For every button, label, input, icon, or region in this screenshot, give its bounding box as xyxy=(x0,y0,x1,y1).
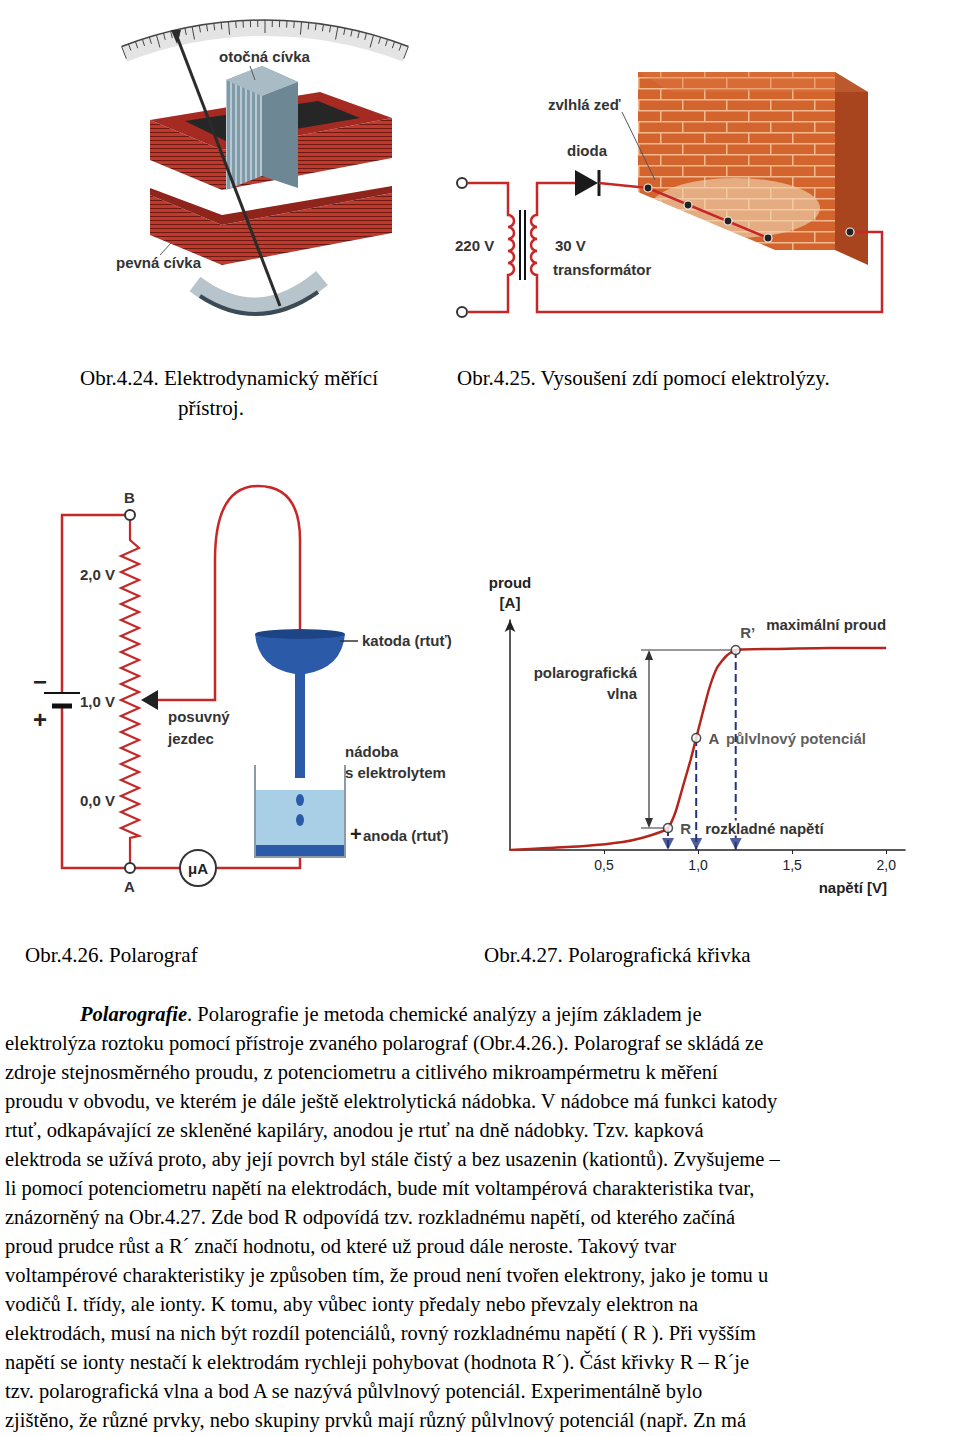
svg-text:jezdec: jezdec xyxy=(167,730,214,747)
svg-text:proud: proud xyxy=(489,574,532,591)
svg-text:proud prudce růst a R´ značí h: proud prudce růst a R´ značí hodnotu, od… xyxy=(5,1235,676,1258)
svg-text:[A]: [A] xyxy=(500,594,521,611)
svg-text:2,0: 2,0 xyxy=(876,857,896,873)
svg-text:anoda (rtuť): anoda (rtuť) xyxy=(363,827,449,844)
svg-text:polarografická: polarografická xyxy=(534,664,638,681)
svg-text:li pomocí potenciometru napětí: li pomocí potenciometru napětí na elektr… xyxy=(5,1177,754,1200)
svg-text:přístroj.: přístroj. xyxy=(178,396,244,420)
svg-text:napětí [V]: napětí [V] xyxy=(819,879,887,896)
svg-text:2,0 V: 2,0 V xyxy=(80,566,115,583)
svg-text:Polarografie. Polarografie je: Polarografie. Polarografie je metoda che… xyxy=(79,1003,702,1026)
svg-text:katoda (rtuť): katoda (rtuť) xyxy=(362,632,452,649)
svg-text:zjištěno, že různé prvky, nebo: zjištěno, že různé prvky, nebo skupiny p… xyxy=(5,1409,746,1432)
svg-text:−: − xyxy=(33,668,47,695)
svg-text:1,0 V: 1,0 V xyxy=(80,693,115,710)
svg-text:dioda: dioda xyxy=(567,142,608,159)
svg-text:znázorněný na Obr.4.27. Zde bo: znázorněný na Obr.4.27. Zde bod R odpoví… xyxy=(5,1206,735,1229)
svg-text:Obr.4.27. Polarografická křivk: Obr.4.27. Polarografická křivka xyxy=(484,943,751,967)
svg-text:otočná cívka: otočná cívka xyxy=(219,48,311,65)
svg-text:A: A xyxy=(124,878,135,895)
svg-text:pevná cívka: pevná cívka xyxy=(116,254,202,271)
svg-text:půlvlnový potenciál: půlvlnový potenciál xyxy=(726,730,866,747)
svg-text:elektrolýza roztoku pomocí pří: elektrolýza roztoku pomocí přístroje zva… xyxy=(5,1032,763,1055)
svg-text:1,5: 1,5 xyxy=(782,857,802,873)
svg-text:0,0 V: 0,0 V xyxy=(80,792,115,809)
svg-text:elektroda se užívá proto, aby: elektroda se užívá proto, aby její povrc… xyxy=(5,1148,781,1171)
svg-text:1,0: 1,0 xyxy=(688,857,708,873)
svg-text:maximální proud: maximální proud xyxy=(766,616,886,633)
svg-text:B: B xyxy=(124,489,135,506)
svg-text:+: + xyxy=(33,706,47,733)
svg-text:elektrodách, musí na nich být: elektrodách, musí na nich být rozdíl pot… xyxy=(5,1322,756,1345)
svg-text:μA: μA xyxy=(188,860,208,877)
svg-text:zvlhlá zeď: zvlhlá zeď xyxy=(548,96,621,113)
svg-text:+: + xyxy=(350,823,362,845)
svg-text:vodičů I. třídy, ale ionty. K: vodičů I. třídy, ale ionty. K tomu, aby … xyxy=(5,1293,698,1316)
svg-text:tzv. polarografická vlna a bod: tzv. polarografická vlna a bod A se nazý… xyxy=(5,1380,702,1403)
svg-text:0,5: 0,5 xyxy=(594,857,614,873)
svg-text:30 V: 30 V xyxy=(555,237,586,254)
svg-text:zdroje stejnosměrného proudu,: zdroje stejnosměrného proudu, z potencio… xyxy=(5,1061,718,1084)
svg-text:R: R xyxy=(680,820,691,837)
svg-text:A: A xyxy=(708,730,719,747)
svg-text:s elektrolytem: s elektrolytem xyxy=(345,764,446,781)
svg-text:R’: R’ xyxy=(740,624,755,641)
svg-text:vlna: vlna xyxy=(607,685,638,702)
svg-text:transformátor: transformátor xyxy=(553,261,652,278)
svg-text:220 V: 220 V xyxy=(455,237,494,254)
svg-text:Obr.4.25. Vysoušení zdí pomocí: Obr.4.25. Vysoušení zdí pomocí elektrolý… xyxy=(457,366,830,390)
svg-text:napětí se ionty nestačí k elek: napětí se ionty nestačí k elektrodám ryc… xyxy=(5,1350,749,1374)
svg-text:voltampérové charakteristiky j: voltampérové charakteristiky je způsoben… xyxy=(5,1264,768,1287)
svg-text:posuvný: posuvný xyxy=(168,708,230,725)
svg-text:Obr.4.24. Elektrodynamický měř: Obr.4.24. Elektrodynamický měřící xyxy=(80,366,378,390)
svg-text:rozkladné napětí: rozkladné napětí xyxy=(705,820,824,837)
svg-text:proudu v obvodu, ve kterém je: proudu v obvodu, ve kterém je dále ještě… xyxy=(5,1090,778,1113)
svg-text:Obr.4.26. Polarograf: Obr.4.26. Polarograf xyxy=(25,943,198,967)
svg-text:rtuť, odkapávající ze skleněné: rtuť, odkapávající ze skleněné kapiláry,… xyxy=(5,1119,704,1142)
svg-text:nádoba: nádoba xyxy=(345,743,399,760)
